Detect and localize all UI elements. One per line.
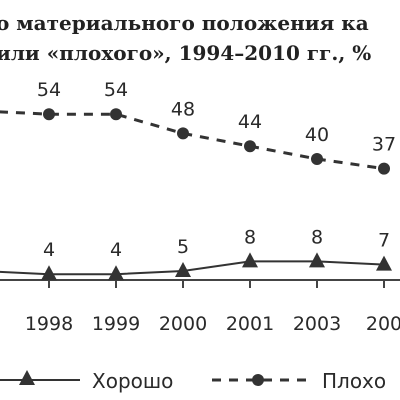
point-1-3 <box>177 127 189 140</box>
point-0-2 <box>108 265 124 281</box>
data-label-0-5: 8 <box>311 226 323 248</box>
data-label-1-1: 54 <box>37 79 61 101</box>
series-bad: 54 54 48 44 40 37 <box>0 79 396 175</box>
data-label-1-3: 48 <box>171 98 195 120</box>
chart-title-line-1: о материального положения ка <box>0 11 369 35</box>
x-tick-label-2: 1999 <box>92 313 140 335</box>
chart-title-line-2: или «плохого», 1994–2010 гг., % <box>0 41 371 65</box>
point-0-4 <box>242 252 258 268</box>
legend-circle-marker <box>252 374 264 386</box>
data-label-1-6: 37 <box>372 134 396 156</box>
point-0-3 <box>175 262 191 277</box>
x-axis-ticks: 9719981999200020012003200 <box>25 280 400 335</box>
data-label-0-1: 4 <box>43 239 55 261</box>
x-tick-label-6: 200 <box>366 313 400 335</box>
point-1-5 <box>311 153 323 165</box>
data-label-1-2: 54 <box>104 79 128 101</box>
point-1-2 <box>110 108 122 121</box>
x-tick-label-5: 2003 <box>293 313 341 335</box>
x-tick-label-1: 1998 <box>25 313 73 335</box>
legend-label-good: Хорошо <box>92 369 173 393</box>
series-good: 4 4 5 8 8 7 <box>0 226 392 281</box>
point-1-4 <box>244 140 256 153</box>
legend-triangle-marker <box>19 370 35 385</box>
point-1-1 <box>43 108 55 121</box>
data-label-0-6: 7 <box>378 230 390 252</box>
point-0-5 <box>309 252 325 268</box>
data-label-1-4: 44 <box>238 111 262 133</box>
data-label-1-5: 40 <box>305 124 329 146</box>
series-line-0 <box>0 260 385 276</box>
data-label-0-2: 4 <box>110 239 122 261</box>
point-0-6 <box>376 255 392 271</box>
data-label-0-4: 8 <box>244 226 256 248</box>
point-0-1 <box>41 265 57 281</box>
data-label-0-3: 5 <box>177 236 189 258</box>
x-tick-label-4: 2001 <box>226 313 274 335</box>
point-1-6 <box>378 162 390 175</box>
legend-label-bad: Плохо <box>322 369 386 393</box>
legend: Хорошо Плохо <box>0 369 386 393</box>
x-tick-label-3: 2000 <box>159 313 207 335</box>
